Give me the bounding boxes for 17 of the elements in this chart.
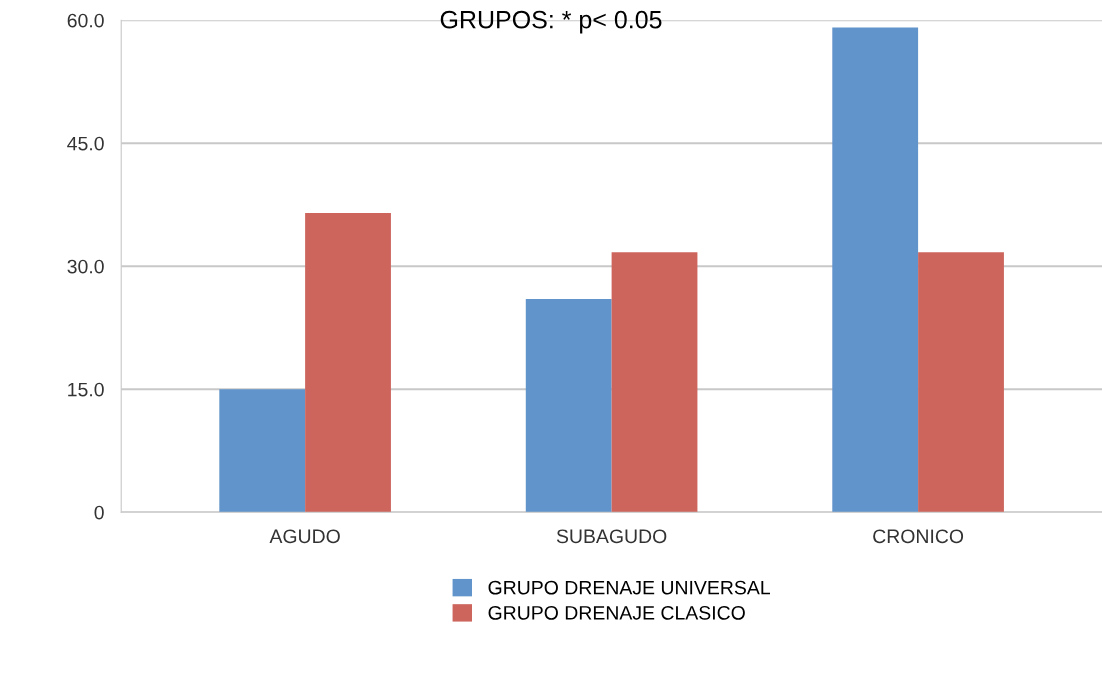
y-tick-label: 15.0 [68, 382, 104, 397]
legend-label: GRUPO DRENAJE UNIVERSAL [488, 580, 770, 595]
chart-title: GRUPOS: * p< 0.05 [440, 10, 662, 34]
bar [305, 212, 391, 513]
x-tick-label: CRONICO [873, 529, 964, 544]
bar [832, 27, 919, 513]
bar [219, 389, 306, 513]
x-tick-label: SUBAGUDO [556, 529, 667, 544]
y-tick-label: 60.0 [67, 13, 104, 28]
legend-label: GRUPO DRENAJE CLASICO [488, 605, 745, 620]
y-tick-label: 45.0 [67, 136, 104, 151]
y-tick-label: 30.0 [67, 259, 104, 274]
x-tick-label: AGUDO [269, 529, 340, 544]
bar [918, 252, 1004, 513]
bar [525, 299, 612, 513]
bar [611, 252, 698, 513]
y-tick-label: 0 [94, 505, 104, 520]
